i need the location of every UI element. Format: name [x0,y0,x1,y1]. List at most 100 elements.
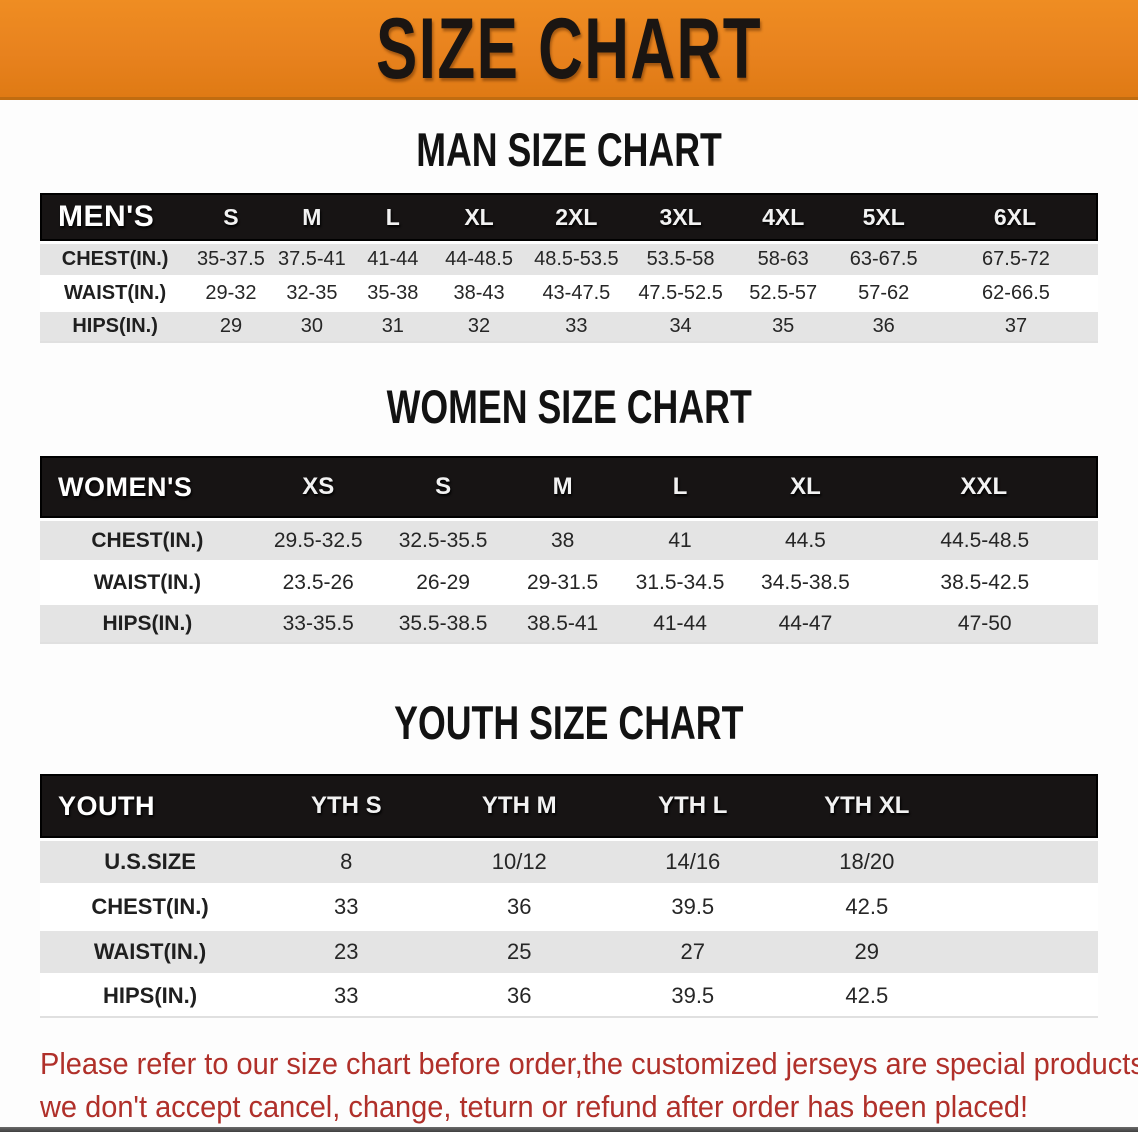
size-value: 36 [833,309,934,343]
size-value: 33 [260,973,433,1018]
notice-line-2-text: we don't accept cancel, change, teturn o… [40,1090,1029,1125]
women-section-heading: WOMEN SIZE CHART [0,383,1138,430]
size-value: 63-67.5 [833,241,934,275]
table-row: CHEST(IN.) 35-37.5 37.5-41 41-44 44-48.5 48.5… [40,241,1098,275]
measurement-label: WAIST(IN.) [40,928,261,973]
spacer-cell [954,774,1098,838]
size-value: 26-29 [381,560,505,602]
size-column-header: XL [433,193,525,241]
size-value: 43-47.5 [524,275,629,309]
measurement-label: CHEST(IN.) [40,518,255,560]
women-section-heading-text: WOMEN SIZE CHART [386,380,752,433]
size-value: 29.5-32.5 [254,518,382,560]
size-value: 35.5-38.5 [381,602,505,644]
size-value: 14/16 [606,838,780,883]
size-value: 32.5-35.5 [381,518,505,560]
section-men: MAN SIZE CHART MEN'S S M L XL 2XL 3XL 4XL 5XL 6XL C… [0,126,1138,343]
table-row: HIPS(IN.) 33-35.5 35.5-38.5 38.5-41 41-44 44-… [40,602,1098,644]
size-value: 32 [433,309,525,343]
size-value: 33 [260,883,433,928]
bottom-edge-line [0,1127,1138,1132]
page-title: SIZE CHART [301,6,837,92]
size-value: 44-47 [739,602,872,644]
men-section-heading-text: MAN SIZE CHART [416,123,722,176]
size-column-header: YTH M [432,774,607,838]
size-value: 30 [271,309,353,343]
women-size-table: WOMEN'S XS S M L XL XXL CHEST(IN.) 29.5-32.5 32.5… [40,456,1098,644]
women-header-row: WOMEN'S XS S M L XL XXL [40,456,1098,518]
size-value: 39.5 [606,973,780,1018]
size-value: 62-66.5 [933,275,1098,309]
measurement-label: WAIST(IN.) [40,275,191,309]
size-value: 10/12 [432,838,607,883]
size-value: 25 [432,928,607,973]
size-column-header: S [190,193,272,241]
men-group-label: MEN'S [40,193,191,241]
size-column-header: M [271,193,353,241]
spacer-cell [954,838,1098,883]
size-value: 35-37.5 [190,241,272,275]
table-row: HIPS(IN.) 33 36 39.5 42.5 [40,973,1098,1018]
table-row: CHEST(IN.) 29.5-32.5 32.5-35.5 38 41 44.5 44.5… [40,518,1098,560]
spacer-cell [954,928,1098,973]
measurement-label: HIPS(IN.) [40,309,191,343]
size-value: 29 [779,928,955,973]
size-column-header: 6XL [933,193,1098,241]
charts-container: MAN SIZE CHART MEN'S S M L XL 2XL 3XL 4XL 5XL 6XL C… [0,126,1138,1018]
footer-notice: Please refer to our size chart before or… [40,1043,1138,1130]
size-value: 31 [352,309,434,343]
youth-section-heading-text: YOUTH SIZE CHART [394,696,744,749]
youth-section-heading: YOUTH SIZE CHART [0,699,1138,746]
size-value: 29-31.5 [504,560,621,602]
size-column-header: YTH XL [779,774,955,838]
size-column-header: XS [254,456,382,518]
size-column-header: 4XL [732,193,834,241]
size-value: 44-48.5 [433,241,525,275]
measurement-label: CHEST(IN.) [40,883,261,928]
size-value: 32-35 [271,275,353,309]
youth-group-label: YOUTH [40,774,261,838]
size-value: 52.5-57 [732,275,834,309]
size-column-header: L [620,456,740,518]
size-column-header: XXL [871,456,1098,518]
section-women: WOMEN SIZE CHART WOMEN'S XS S M L XL XXL CHEST(I… [0,383,1138,644]
table-row: WAIST(IN.) 23 25 27 29 [40,928,1098,973]
size-value: 38 [504,518,621,560]
size-column-header: 3XL [628,193,733,241]
measurement-label: CHEST(IN.) [40,241,191,275]
size-value: 58-63 [732,241,834,275]
notice-line-1: Please refer to our size chart before or… [40,1043,1138,1086]
size-value: 41 [620,518,740,560]
men-header-row: MEN'S S M L XL 2XL 3XL 4XL 5XL 6XL [40,193,1098,241]
spacer-cell [954,973,1098,1018]
youth-header-row: YOUTH YTH S YTH M YTH L YTH XL [40,774,1098,838]
size-value: 53.5-58 [628,241,733,275]
size-column-header: S [381,456,505,518]
size-value: 35-38 [352,275,434,309]
table-row: U.S.SIZE 8 10/12 14/16 18/20 [40,838,1098,883]
size-value: 38.5-42.5 [871,560,1098,602]
size-value: 31.5-34.5 [620,560,740,602]
table-row: CHEST(IN.) 33 36 39.5 42.5 [40,883,1098,928]
notice-line-2: we don't accept cancel, change, teturn o… [40,1086,1100,1129]
size-value: 29-32 [190,275,272,309]
spacer-cell [954,883,1098,928]
size-column-header: YTH L [606,774,780,838]
size-column-header: YTH S [260,774,433,838]
size-value: 41-44 [620,602,740,644]
page-title-text: SIZE CHART [376,0,762,97]
size-value: 8 [260,838,433,883]
size-column-header: 5XL [833,193,934,241]
size-value: 34.5-38.5 [739,560,872,602]
table-row: WAIST(IN.) 29-32 32-35 35-38 38-43 43-47.5 47.… [40,275,1098,309]
men-size-table: MEN'S S M L XL 2XL 3XL 4XL 5XL 6XL CHEST(IN.) 35-37… [40,193,1098,343]
size-value: 42.5 [779,973,955,1018]
women-group-label: WOMEN'S [40,456,255,518]
size-column-header: M [504,456,621,518]
measurement-label: HIPS(IN.) [40,602,255,644]
size-value: 35 [732,309,834,343]
size-value: 36 [432,973,607,1018]
table-row: WAIST(IN.) 23.5-26 26-29 29-31.5 31.5-34.5 34… [40,560,1098,602]
size-value: 47-50 [871,602,1098,644]
size-column-header: 2XL [524,193,629,241]
